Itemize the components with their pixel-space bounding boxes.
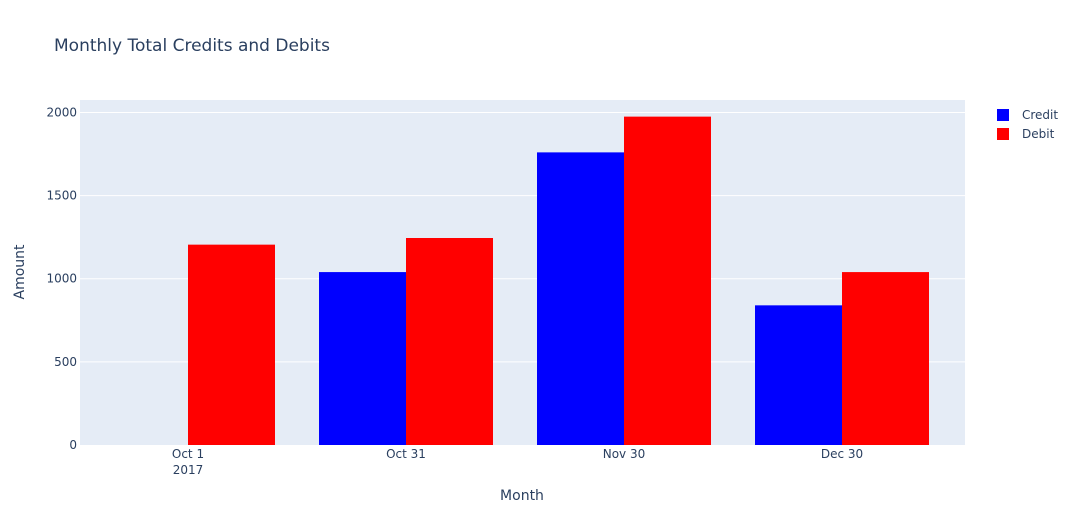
chart-title: Monthly Total Credits and Debits [54,36,330,56]
x-tick-label: Oct 1 [172,447,204,461]
legend-swatch [997,128,1009,140]
bar-credit-2[interactable] [537,152,624,446]
bar-debit-1[interactable] [406,238,493,445]
x-tick-label: Oct 31 [386,447,426,461]
bar-credit-3[interactable] [755,305,842,445]
bar-debit-3[interactable] [842,272,929,445]
bar-debit-0[interactable] [188,244,275,445]
legend-item-credit[interactable]: Credit [997,108,1058,122]
x-tick-label: Dec 30 [821,447,863,461]
x-tick-year-label: 2017 [173,463,204,477]
y-tick-label: 500 [54,355,77,369]
y-tick-label: 1000 [46,272,77,286]
x-axis-title: Month [500,488,544,504]
legend-label: Debit [1022,127,1055,141]
bar-debit-2[interactable] [624,116,711,446]
y-axis-title: Amount [12,244,28,300]
legend-label: Credit [1022,108,1058,122]
legend: Credit Debit [997,108,1058,141]
y-tick-label: 1500 [46,189,77,203]
legend-swatch [997,109,1009,121]
x-tick-label: Nov 30 [603,447,646,461]
y-tick-label: 0 [69,438,77,452]
bar-credit-1[interactable] [319,272,406,445]
legend-item-debit[interactable]: Debit [997,127,1055,141]
y-tick-label: 2000 [46,105,77,119]
